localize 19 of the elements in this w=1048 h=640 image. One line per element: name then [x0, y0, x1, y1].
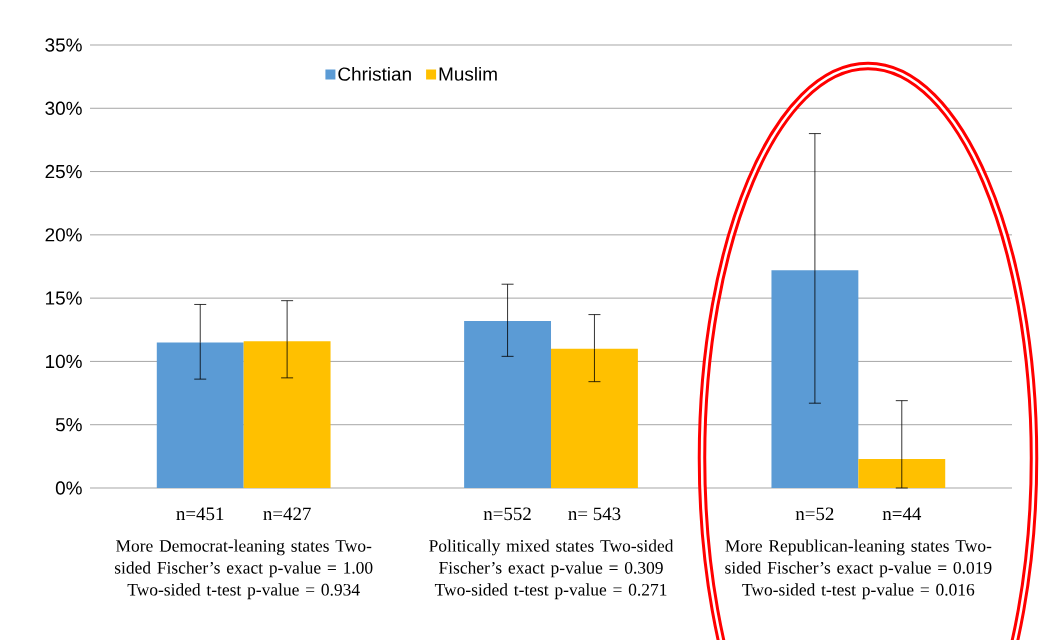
y-tick-label: 25% [45, 164, 82, 179]
y-tick-label: 15% [46, 291, 82, 305]
text: n=552 [483, 507, 531, 521]
x-tick-label: More Republican-leaning states Two-sided Fischer’s exact p-value = 0.019 Two-sided t-test p-value = 0.016 [725, 539, 992, 600]
y-tick-label: 30% [45, 101, 82, 115]
y-tick-label: 0% [55, 481, 82, 495]
y-tick-label: 5% [55, 418, 82, 432]
y-tick-label: 10% [46, 354, 82, 369]
y-tick-label: 20% [45, 228, 82, 242]
legend-label: Christian [338, 66, 411, 81]
x-tick-label: Politically mixed states Two-sided Fischer’s exact p-value = 0.309 Two-sided t-test p-value = 0.271 [429, 539, 674, 600]
text: n=52 [795, 507, 834, 521]
text: n= 543 [568, 507, 621, 521]
text: n=427 [263, 507, 311, 521]
legend-label: Muslim [439, 66, 497, 81]
text: n=44 [882, 507, 922, 520]
x-tick-label: More Democrat-leaning states Two-sided Fischer’s exact p-value = 1.00 Two-sided t-test p-value = 0.934 [114, 539, 373, 600]
y-tick-label: 35% [45, 38, 82, 52]
text: n=451 [176, 507, 224, 521]
